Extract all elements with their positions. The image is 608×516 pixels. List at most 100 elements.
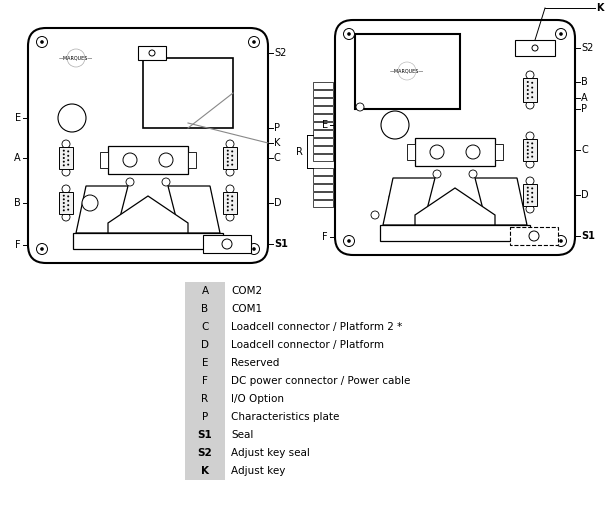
Text: Adjust key seal: Adjust key seal	[231, 448, 310, 458]
Circle shape	[527, 190, 529, 192]
Text: S1: S1	[581, 231, 595, 241]
Text: R: R	[296, 147, 303, 157]
Circle shape	[252, 247, 256, 251]
Text: R: R	[201, 394, 209, 404]
Text: Seal: Seal	[231, 430, 254, 440]
Circle shape	[62, 168, 70, 176]
Circle shape	[222, 239, 232, 249]
Text: K: K	[274, 138, 280, 148]
Circle shape	[63, 160, 65, 163]
Circle shape	[67, 150, 69, 152]
Circle shape	[63, 209, 65, 212]
Bar	[313, 168, 333, 175]
Circle shape	[381, 111, 409, 139]
Circle shape	[67, 159, 69, 161]
Circle shape	[226, 140, 234, 148]
Text: B: B	[14, 198, 21, 208]
Bar	[313, 138, 333, 145]
Circle shape	[527, 93, 529, 95]
Circle shape	[231, 200, 233, 202]
Bar	[313, 192, 333, 199]
Circle shape	[162, 178, 170, 186]
Bar	[59, 192, 73, 214]
Circle shape	[527, 156, 529, 158]
Text: B: B	[581, 77, 588, 87]
Text: E: E	[202, 358, 209, 368]
Text: S1: S1	[274, 239, 288, 249]
Bar	[313, 114, 333, 121]
Circle shape	[531, 156, 533, 157]
Text: D: D	[581, 190, 589, 200]
Circle shape	[67, 208, 69, 211]
Circle shape	[63, 202, 65, 204]
Circle shape	[36, 244, 47, 254]
Text: D: D	[201, 340, 209, 350]
Circle shape	[226, 185, 234, 193]
Bar	[138, 46, 166, 60]
Circle shape	[559, 32, 563, 36]
Circle shape	[231, 150, 233, 152]
Text: P: P	[581, 104, 587, 114]
Circle shape	[149, 50, 155, 56]
Bar	[313, 82, 333, 89]
Bar	[510, 227, 558, 245]
Text: F: F	[202, 376, 208, 386]
Bar	[313, 184, 333, 191]
Circle shape	[159, 153, 173, 167]
Text: C: C	[581, 145, 588, 155]
Circle shape	[227, 150, 229, 152]
Circle shape	[531, 91, 533, 93]
Circle shape	[63, 157, 65, 159]
Circle shape	[531, 196, 533, 198]
Bar	[100, 152, 108, 168]
Circle shape	[123, 153, 137, 167]
Circle shape	[347, 32, 351, 36]
Bar	[313, 122, 333, 129]
Circle shape	[526, 160, 534, 168]
Text: E: E	[15, 113, 21, 123]
Circle shape	[227, 160, 229, 163]
FancyBboxPatch shape	[335, 20, 575, 255]
Bar	[523, 78, 537, 102]
Circle shape	[227, 198, 229, 200]
Circle shape	[398, 62, 416, 80]
Bar	[495, 144, 503, 160]
Circle shape	[227, 164, 229, 166]
Text: S2: S2	[274, 48, 286, 58]
Circle shape	[356, 103, 364, 111]
Circle shape	[371, 211, 379, 219]
Text: D: D	[274, 198, 282, 208]
Polygon shape	[475, 178, 527, 225]
Polygon shape	[108, 196, 188, 233]
Text: K: K	[201, 466, 209, 476]
Circle shape	[526, 205, 534, 213]
Circle shape	[532, 45, 538, 51]
Circle shape	[531, 82, 533, 84]
Text: E: E	[322, 120, 328, 130]
Circle shape	[433, 170, 441, 178]
Text: S2: S2	[198, 448, 212, 458]
Circle shape	[531, 142, 533, 144]
Circle shape	[63, 150, 65, 152]
Circle shape	[469, 170, 477, 178]
Text: A: A	[201, 286, 209, 296]
Text: S2: S2	[581, 43, 593, 53]
Circle shape	[67, 164, 69, 166]
Circle shape	[231, 164, 233, 166]
Bar	[415, 138, 495, 166]
Bar	[185, 282, 225, 480]
Polygon shape	[383, 178, 435, 225]
FancyBboxPatch shape	[28, 28, 268, 263]
Circle shape	[531, 87, 533, 89]
Text: Loadcell connector / Platform 2 *: Loadcell connector / Platform 2 *	[231, 322, 402, 332]
Text: Characteristics plate: Characteristics plate	[231, 412, 339, 422]
Circle shape	[430, 145, 444, 159]
Circle shape	[40, 247, 44, 251]
Bar	[313, 98, 333, 105]
Bar	[380, 225, 530, 241]
Bar	[355, 34, 460, 109]
Bar	[313, 106, 333, 113]
Bar	[313, 146, 333, 153]
Circle shape	[231, 208, 233, 211]
Circle shape	[527, 187, 529, 189]
